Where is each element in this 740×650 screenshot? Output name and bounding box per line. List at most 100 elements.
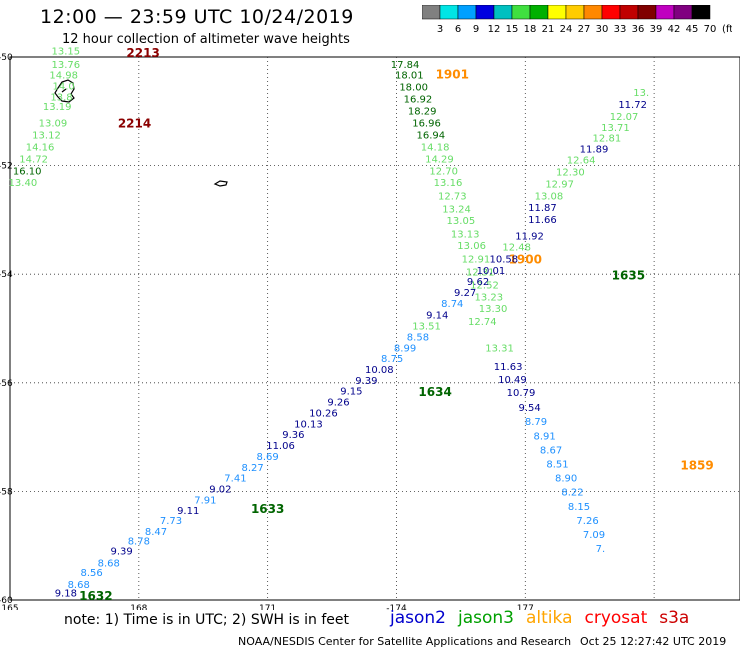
wave-height-reading: 9.39 (355, 376, 377, 387)
longitude-tick-label: -174 (386, 604, 407, 610)
wave-height-reading: 16.92 (404, 95, 433, 106)
wave-height-reading: 13.09 (39, 119, 68, 130)
wave-height-reading: 8.68 (98, 558, 120, 569)
wave-height-reading: 8.58 (407, 332, 429, 343)
legend-item-jason2: jason2 (390, 608, 446, 628)
generation-timestamp: Oct 25 12:27:42 UTC 2019 (580, 635, 727, 648)
wave-height-reading: 8.56 (80, 568, 102, 579)
colorbar-tick-label: 45 (686, 24, 699, 35)
colorbar-tick-label: 12 (488, 24, 501, 35)
latitude-tick-label: -52 (0, 162, 13, 172)
wave-height-reading: 17.84 (391, 60, 420, 71)
wave-height-reading: 10.13 (294, 419, 323, 430)
wave-height-reading: 10.58 (490, 254, 519, 265)
wave-height-reading: 16.10 (13, 166, 42, 177)
wave-height-reading: 10.01 (477, 266, 506, 277)
page-title: 12:00 — 23:59 UTC 10/24/2019 (40, 6, 354, 28)
wave-height-reading: 10.26 (309, 408, 338, 419)
wave-height-reading: 7. (596, 544, 606, 555)
wave-height-reading: 12.52 (470, 280, 499, 291)
wave-height-reading: 9.15 (340, 387, 362, 398)
pass-time-label: 2213 (126, 46, 159, 60)
wave-height-reading: 13.06 (457, 241, 486, 252)
wave-height-reading: 8.90 (555, 474, 577, 485)
wave-height-reading: 9.02 (209, 484, 231, 495)
wave-height-reading: 13.24 (442, 204, 471, 215)
wave-height-reading: 9.18 (55, 589, 77, 600)
wave-height-reading: 13.08 (535, 191, 564, 202)
latitude-tick-label: -56 (0, 379, 13, 389)
legend-item-jason3: jason3 (458, 608, 514, 628)
wave-height-reading: 9.54 (518, 403, 540, 414)
colorbar-tick-label: 30 (596, 24, 609, 35)
wave-height-reading: 8.47 (145, 527, 167, 538)
pass-time-label: 1635 (612, 269, 645, 283)
legend-item-cryosat: cryosat (584, 608, 648, 628)
wave-height-reading: 8.78 (128, 537, 150, 548)
wave-height-reading: 8.91 (533, 431, 555, 442)
footnote: note: 1) Time is in UTC; 2) SWH is in fe… (64, 612, 350, 628)
colorbar-tick-label: 36 (632, 24, 645, 35)
pass-time-label: 1900 (509, 252, 542, 266)
wave-height-reading: 8.27 (241, 463, 263, 474)
wave-height-reading: 9.11 (177, 506, 199, 517)
colorbar-tick-label: 6 (455, 24, 461, 35)
latitude-tick-label: -60 (0, 596, 13, 606)
wave-height-reading: 13. (633, 88, 649, 99)
legend-item-s3a: s3a (659, 608, 690, 628)
wave-height-reading: 13.19 (43, 102, 72, 113)
colorbar-tick-label: 39 (650, 24, 663, 35)
wave-height-reading: 8.51 (546, 460, 568, 471)
wave-height-reading: 11.89 (580, 145, 609, 156)
wave-height-reading: 11.06 (266, 441, 295, 452)
wave-height-reading: 8.79 (525, 417, 547, 428)
latitude-tick-label: -54 (0, 270, 13, 280)
wave-height-reading: 7.26 (576, 516, 598, 527)
wave-height-reading: 13.13 (451, 229, 480, 240)
wave-height-reading: 8.22 (561, 488, 583, 499)
colorbar-tick-label: 70 (704, 24, 717, 35)
wave-height-reading: 9.39 (111, 546, 133, 557)
wave-height-reading: 8.99 (394, 343, 416, 354)
campbell-island-coastline (213, 180, 228, 187)
wave-height-reading: 12.07 (610, 112, 639, 123)
legend-item-altika: altika (526, 608, 573, 628)
wave-height-reading: 13.05 (447, 216, 476, 227)
wave-height-reading: 13.31 (485, 343, 514, 354)
wave-height-reading: 13.51 (412, 322, 441, 333)
wave-height-reading: 13.8 (50, 92, 72, 103)
wave-height-reading: 14.72 (19, 154, 48, 165)
wave-height-reading: 8.75 (381, 354, 403, 365)
longitude-tick-label: 168 (130, 604, 147, 610)
wave-height-reading: 14.18 (421, 142, 450, 153)
wave-height-reading: 12.30 (556, 167, 585, 178)
colorbar-tick-label: 3 (437, 24, 443, 35)
wave-height-reading: 12.70 (429, 166, 458, 177)
longitude-tick-label: 171 (259, 604, 276, 610)
wave-height-reading: 9.26 (327, 398, 349, 409)
colorbar-tick-label: 42 (668, 24, 681, 35)
wave-height-reading: 10.79 (507, 388, 536, 399)
wave-height-reading: 13.30 (479, 304, 508, 315)
wave-height-reading: 12.73 (438, 191, 467, 202)
wave-height-reading: 16.94 (417, 130, 446, 141)
page-subtitle: 12 hour collection of altimeter wave hei… (62, 32, 350, 47)
wave-height-reading: 8.74 (441, 299, 463, 310)
wave-height-reading: 9.62 (467, 277, 489, 288)
latitude-tick-label: -58 (0, 487, 13, 497)
wave-height-reading: 11.87 (528, 203, 557, 214)
wave-height-reading: 8.15 (568, 502, 590, 513)
pass-time-label: 1859 (680, 459, 713, 473)
wave-height-reading: 9.14 (426, 311, 448, 322)
wave-height-reading: 14.16 (26, 142, 55, 153)
auckland-islands-coastline (54, 79, 75, 103)
wave-height-reading: 11.72 (618, 100, 647, 111)
colorbar-tick-label: 15 (506, 24, 519, 35)
wave-height-reading: 7.73 (160, 516, 182, 527)
wave-height-reading: 11.92 (515, 231, 544, 242)
pass-time-label: 1632 (79, 589, 112, 603)
wave-height-reading: 12.97 (545, 179, 574, 190)
wave-height-reading: 12.91 (462, 254, 491, 265)
colorbar-tick-label: 21 (542, 24, 555, 35)
wave-height-reading: 12.74 (468, 317, 497, 328)
